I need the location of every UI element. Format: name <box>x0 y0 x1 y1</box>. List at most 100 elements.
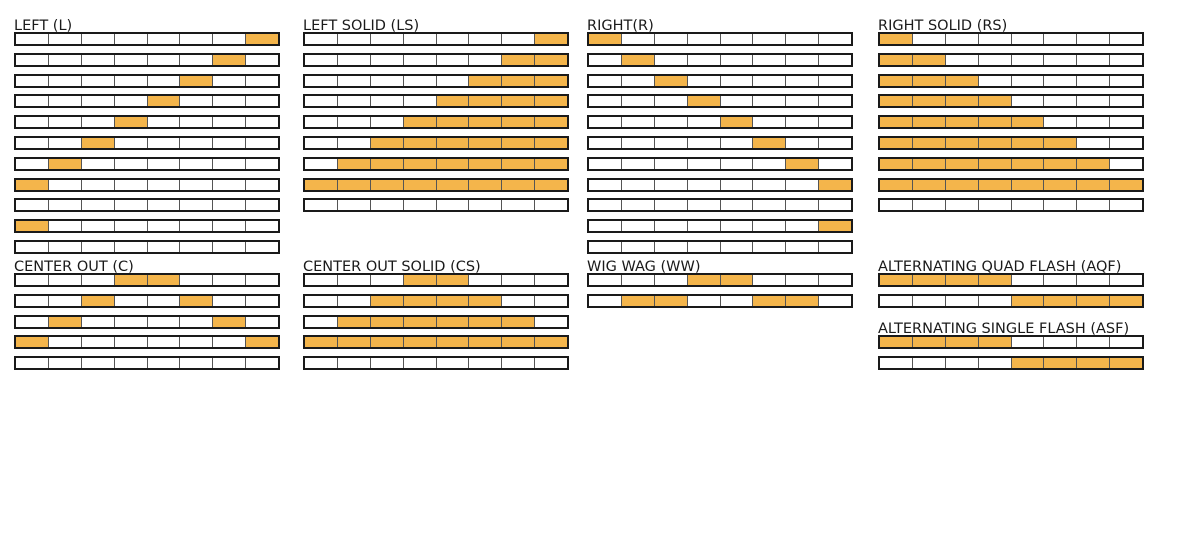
lit-segment <box>435 158 469 169</box>
lit-segment <box>719 275 753 285</box>
unlit-segment <box>80 34 114 44</box>
unlit-segment <box>534 316 567 327</box>
unlit-segment <box>16 275 48 285</box>
light-bar-row <box>14 94 280 109</box>
unlit-segment <box>534 200 567 211</box>
unlit-segment <box>80 96 114 107</box>
lit-segment <box>435 179 469 190</box>
lit-segment <box>402 337 436 348</box>
unlit-segment <box>16 295 48 306</box>
lit-segment <box>719 117 753 128</box>
lit-segment <box>880 117 912 128</box>
unlit-segment <box>1010 34 1044 44</box>
unlit-segment <box>1043 200 1077 211</box>
lit-segment <box>686 96 720 107</box>
unlit-segment <box>369 75 403 86</box>
unlit-segment <box>47 96 81 107</box>
unlit-segment <box>1109 117 1142 128</box>
lit-segment <box>16 221 48 232</box>
unlit-segment <box>146 34 180 44</box>
light-bar-row <box>14 240 280 254</box>
unlit-segment <box>47 275 81 285</box>
unlit-segment <box>686 200 720 211</box>
unlit-segment <box>402 75 436 86</box>
unlit-segment <box>818 117 851 128</box>
unlit-segment <box>113 96 147 107</box>
pattern-asf: ALTERNATING SINGLE FLASH (ASF) <box>878 318 1144 377</box>
unlit-segment <box>589 54 621 65</box>
unlit-segment <box>1076 117 1110 128</box>
unlit-segment <box>402 200 436 211</box>
lit-segment <box>402 275 436 285</box>
unlit-segment <box>1010 96 1044 107</box>
unlit-segment <box>245 221 278 232</box>
unlit-segment <box>179 316 213 327</box>
lit-segment <box>501 337 535 348</box>
unlit-segment <box>16 158 48 169</box>
unlit-segment <box>146 295 180 306</box>
light-bar-row <box>587 94 853 109</box>
lit-segment <box>402 295 436 306</box>
unlit-segment <box>1109 337 1142 347</box>
unlit-segment <box>305 316 337 327</box>
unlit-segment <box>305 158 337 169</box>
unlit-segment <box>305 75 337 86</box>
unlit-segment <box>785 242 819 252</box>
lit-segment <box>369 179 403 190</box>
unlit-segment <box>179 138 213 148</box>
light-bar-row <box>303 94 569 109</box>
light-bar-row <box>303 356 569 371</box>
unlit-segment <box>212 96 246 107</box>
unlit-segment <box>212 242 246 252</box>
lit-segment <box>336 158 370 169</box>
light-bar-row <box>587 219 853 234</box>
unlit-segment <box>653 221 687 232</box>
lit-segment <box>336 179 370 190</box>
lit-segment <box>336 337 370 348</box>
unlit-segment <box>16 75 48 86</box>
unlit-segment <box>534 275 567 285</box>
lit-segment <box>336 316 370 327</box>
unlit-segment <box>212 337 246 348</box>
unlit-segment <box>179 200 213 211</box>
unlit-segment <box>369 96 403 107</box>
lit-segment <box>369 316 403 327</box>
lit-segment <box>16 337 48 348</box>
pattern-l: LEFT (L) <box>14 15 280 261</box>
unlit-segment <box>47 138 81 148</box>
lit-segment <box>944 138 978 148</box>
unlit-segment <box>113 34 147 44</box>
unlit-segment <box>589 117 621 128</box>
unlit-segment <box>1010 75 1044 86</box>
unlit-segment <box>245 275 278 285</box>
unlit-segment <box>501 358 535 369</box>
lit-segment <box>1010 117 1044 128</box>
lit-segment <box>977 337 1011 347</box>
unlit-segment <box>113 200 147 211</box>
lit-segment <box>468 158 502 169</box>
unlit-segment <box>179 358 213 369</box>
lit-segment <box>977 179 1011 190</box>
unlit-segment <box>719 200 753 211</box>
unlit-segment <box>468 54 502 65</box>
unlit-segment <box>589 138 621 148</box>
unlit-segment <box>212 34 246 44</box>
unlit-segment <box>818 275 851 285</box>
unlit-segment <box>1109 138 1142 148</box>
unlit-segment <box>653 34 687 44</box>
unlit-segment <box>146 54 180 65</box>
unlit-segment <box>179 158 213 169</box>
unlit-segment <box>402 34 436 44</box>
lit-segment <box>1076 179 1110 190</box>
unlit-segment <box>245 295 278 306</box>
light-bar-row <box>878 115 1144 130</box>
unlit-segment <box>501 200 535 211</box>
pattern-ww: WIG WAG (WW) <box>587 256 853 315</box>
unlit-segment <box>785 200 819 211</box>
lit-segment <box>501 75 535 86</box>
lit-segment <box>977 117 1011 128</box>
lit-segment <box>1043 357 1077 368</box>
unlit-segment <box>1076 337 1110 347</box>
unlit-segment <box>589 158 621 169</box>
lit-segment <box>435 295 469 306</box>
